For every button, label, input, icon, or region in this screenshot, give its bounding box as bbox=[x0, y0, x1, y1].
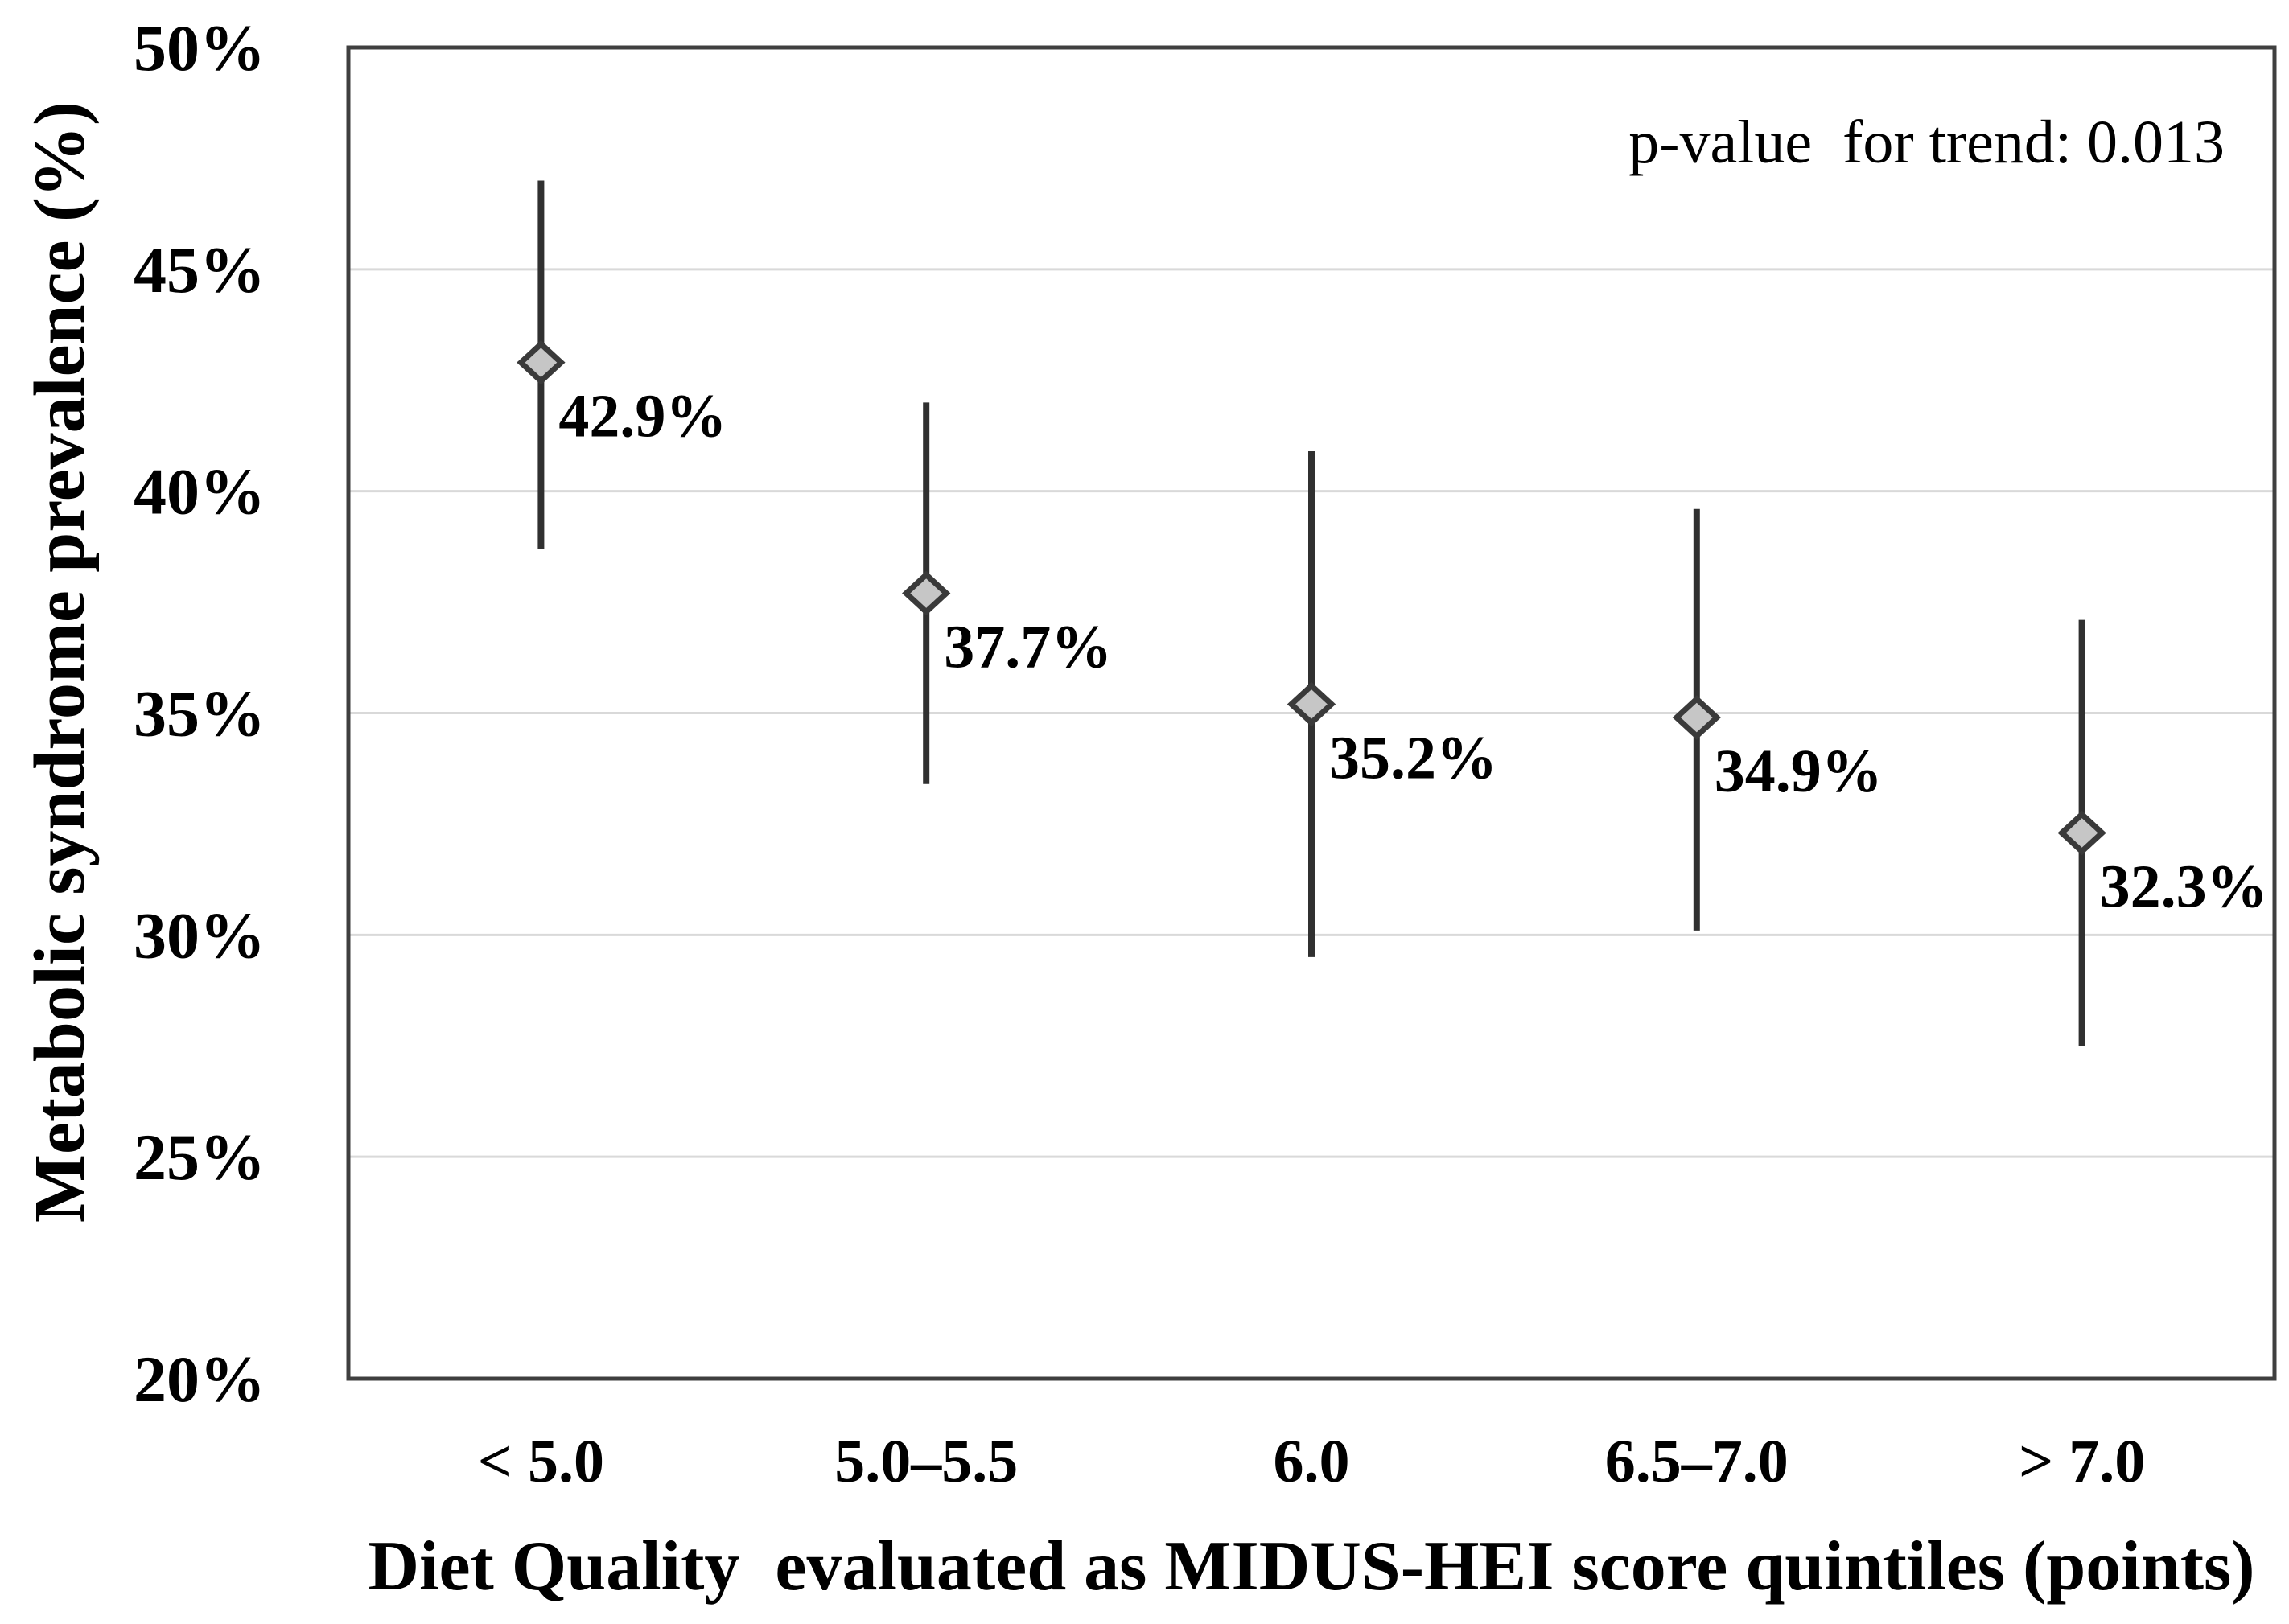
y-tick-label: 25% bbox=[134, 1120, 266, 1194]
x-tick-label: 6.0 bbox=[1274, 1428, 1350, 1495]
value-label: 42.9% bbox=[558, 383, 727, 450]
diamond-marker bbox=[517, 339, 566, 385]
value-label: 34.9% bbox=[1715, 738, 1883, 805]
y-tick-label: 30% bbox=[134, 898, 266, 972]
x-tick-label: 5.0–5.5 bbox=[834, 1428, 1018, 1495]
y-tick-label: 40% bbox=[134, 455, 266, 528]
x-tick-label: > 7.0 bbox=[2019, 1428, 2145, 1495]
y-tick-label: 50% bbox=[134, 11, 266, 84]
value-label: 35.2% bbox=[1329, 724, 1497, 791]
diamond-marker bbox=[1672, 695, 1721, 740]
value-label: 32.3% bbox=[2100, 853, 2268, 920]
x-tick-label: < 5.0 bbox=[478, 1428, 604, 1495]
y-tick-label: 35% bbox=[134, 677, 266, 750]
value-label: 37.7% bbox=[944, 614, 1112, 681]
y-tick-label: 20% bbox=[134, 1342, 266, 1416]
diamond-marker bbox=[902, 570, 951, 616]
diamond-marker bbox=[2057, 810, 2106, 856]
x-tick-label: 6.5–7.0 bbox=[1605, 1428, 1789, 1495]
x-axis-title: Diet Quality evaluated as MIDUS-HEI scor… bbox=[368, 1527, 2255, 1605]
diamond-marker bbox=[1287, 681, 1336, 727]
p-value-annotation: p-value for trend: 0.013 bbox=[1628, 109, 2225, 176]
plot-border bbox=[346, 45, 2277, 1381]
y-tick-label: 45% bbox=[134, 233, 266, 306]
